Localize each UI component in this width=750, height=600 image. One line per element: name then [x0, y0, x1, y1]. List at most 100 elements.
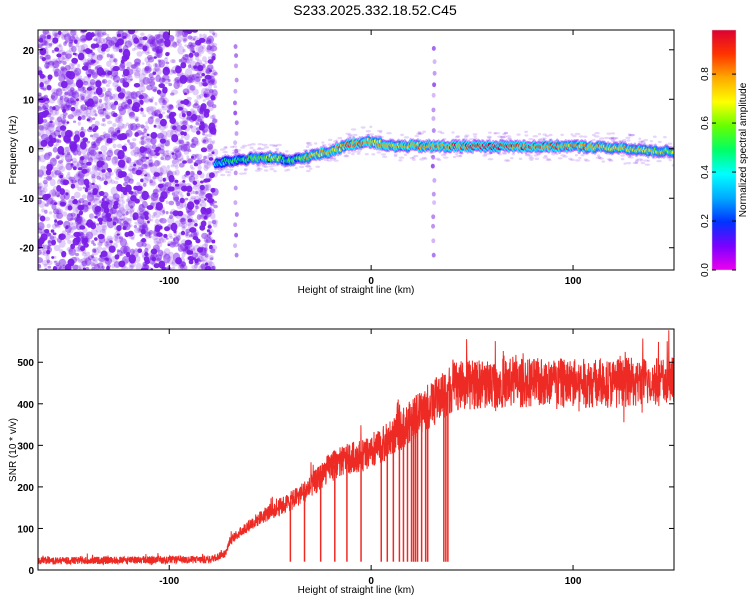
noise-dot	[68, 131, 73, 137]
noise-dot	[96, 54, 103, 61]
noise-dot	[70, 179, 74, 184]
noise-dot	[100, 222, 108, 229]
ridge-halo-dot	[305, 165, 312, 168]
ridge-halo-dot	[249, 146, 254, 150]
noise-dot	[190, 50, 196, 56]
noise-dot	[159, 118, 167, 127]
noise-dot	[175, 257, 182, 265]
ridge-halo-dot	[598, 157, 605, 160]
noise-dot	[101, 51, 106, 55]
noise-dot	[49, 105, 53, 109]
noise-dot	[196, 157, 203, 164]
noise-dot	[52, 208, 60, 215]
noise-dot	[54, 117, 63, 127]
noise-dot	[180, 194, 184, 198]
noise-dot	[98, 241, 103, 246]
noise-dot	[100, 87, 107, 92]
noise-dot	[74, 36, 81, 45]
noise-dot	[202, 129, 206, 134]
noise-dot	[202, 82, 208, 87]
noise-dot	[161, 103, 168, 111]
noise-dot	[177, 106, 184, 111]
noise-dot	[110, 255, 118, 263]
noise-dot	[112, 81, 119, 88]
ridge-halo-dot	[451, 131, 455, 134]
noise-dot	[137, 248, 143, 254]
noise-dot	[79, 93, 86, 101]
noise-dot	[48, 236, 55, 244]
noise-dot	[125, 74, 133, 83]
noise-dot	[179, 197, 185, 204]
noise-dot	[76, 213, 81, 219]
noise-dot	[95, 87, 102, 94]
noise-dot	[201, 64, 207, 71]
noise-dot	[210, 248, 216, 254]
noise-dot	[67, 205, 73, 211]
noise-dot	[105, 83, 110, 88]
noise-dot	[128, 141, 132, 145]
noise-dot	[187, 214, 191, 218]
noise-dot	[189, 124, 193, 129]
noise-dot	[204, 60, 208, 65]
noise-dot	[135, 116, 140, 120]
noise-dot	[51, 49, 55, 54]
noise-dot	[154, 117, 161, 125]
noise-dot	[59, 150, 67, 158]
ridge-halo-dot	[487, 157, 494, 161]
noise-dot	[79, 138, 87, 146]
noise-dot	[98, 54, 104, 59]
noise-dot	[187, 64, 192, 69]
noise-dot	[85, 59, 89, 64]
noise-dot	[46, 193, 52, 198]
noise-dot	[88, 88, 96, 95]
noise-dot	[75, 108, 82, 116]
noise-dot	[103, 180, 108, 186]
ridge-halo-dot	[337, 136, 343, 140]
noise-dot	[148, 98, 153, 103]
noise-dot	[148, 35, 156, 45]
noise-dot	[171, 192, 176, 196]
ridge-halo-dot	[652, 135, 657, 138]
ridge-halo-dot	[263, 146, 270, 149]
noise-dot	[212, 140, 216, 144]
noise-dot	[146, 227, 150, 231]
noise-dot	[132, 138, 137, 142]
noise-dot	[95, 65, 101, 70]
noise-dot	[46, 260, 53, 266]
noise-dot	[71, 225, 77, 231]
ridge-halo-dot	[220, 173, 226, 177]
noise-dot	[174, 33, 180, 38]
noise-dot	[174, 41, 180, 46]
noise-dot	[40, 35, 46, 39]
noise-dot	[212, 222, 218, 228]
noise-dot	[207, 138, 212, 143]
noise-dot	[148, 98, 154, 103]
noise-dot	[186, 192, 191, 197]
noise-dot	[76, 236, 79, 240]
noise-dot	[52, 232, 57, 236]
noise-dot	[80, 56, 86, 63]
noise-dot	[126, 91, 133, 97]
noise-dot	[59, 199, 67, 208]
noise-dot	[201, 254, 209, 262]
ridge-halo-dot	[369, 125, 373, 129]
noise-dot	[73, 144, 79, 149]
noise-dot	[180, 230, 186, 236]
noise-dot	[163, 253, 171, 264]
noise-dot	[102, 108, 106, 111]
noise-dot	[146, 137, 153, 143]
noise-dot	[96, 136, 100, 141]
noise-dot	[38, 112, 46, 119]
noise-dot	[93, 38, 98, 42]
noise-dot	[172, 158, 180, 167]
noise-dot	[96, 212, 101, 216]
noise-dot	[187, 30, 192, 33]
noise-dot	[54, 109, 60, 116]
noise-dot	[93, 157, 100, 163]
noise-dot	[51, 239, 57, 246]
streak-dot	[431, 214, 436, 220]
noise-dot	[134, 190, 140, 195]
noise-dot	[186, 155, 190, 159]
noise-dot	[82, 186, 86, 190]
noise-dot	[87, 154, 93, 161]
